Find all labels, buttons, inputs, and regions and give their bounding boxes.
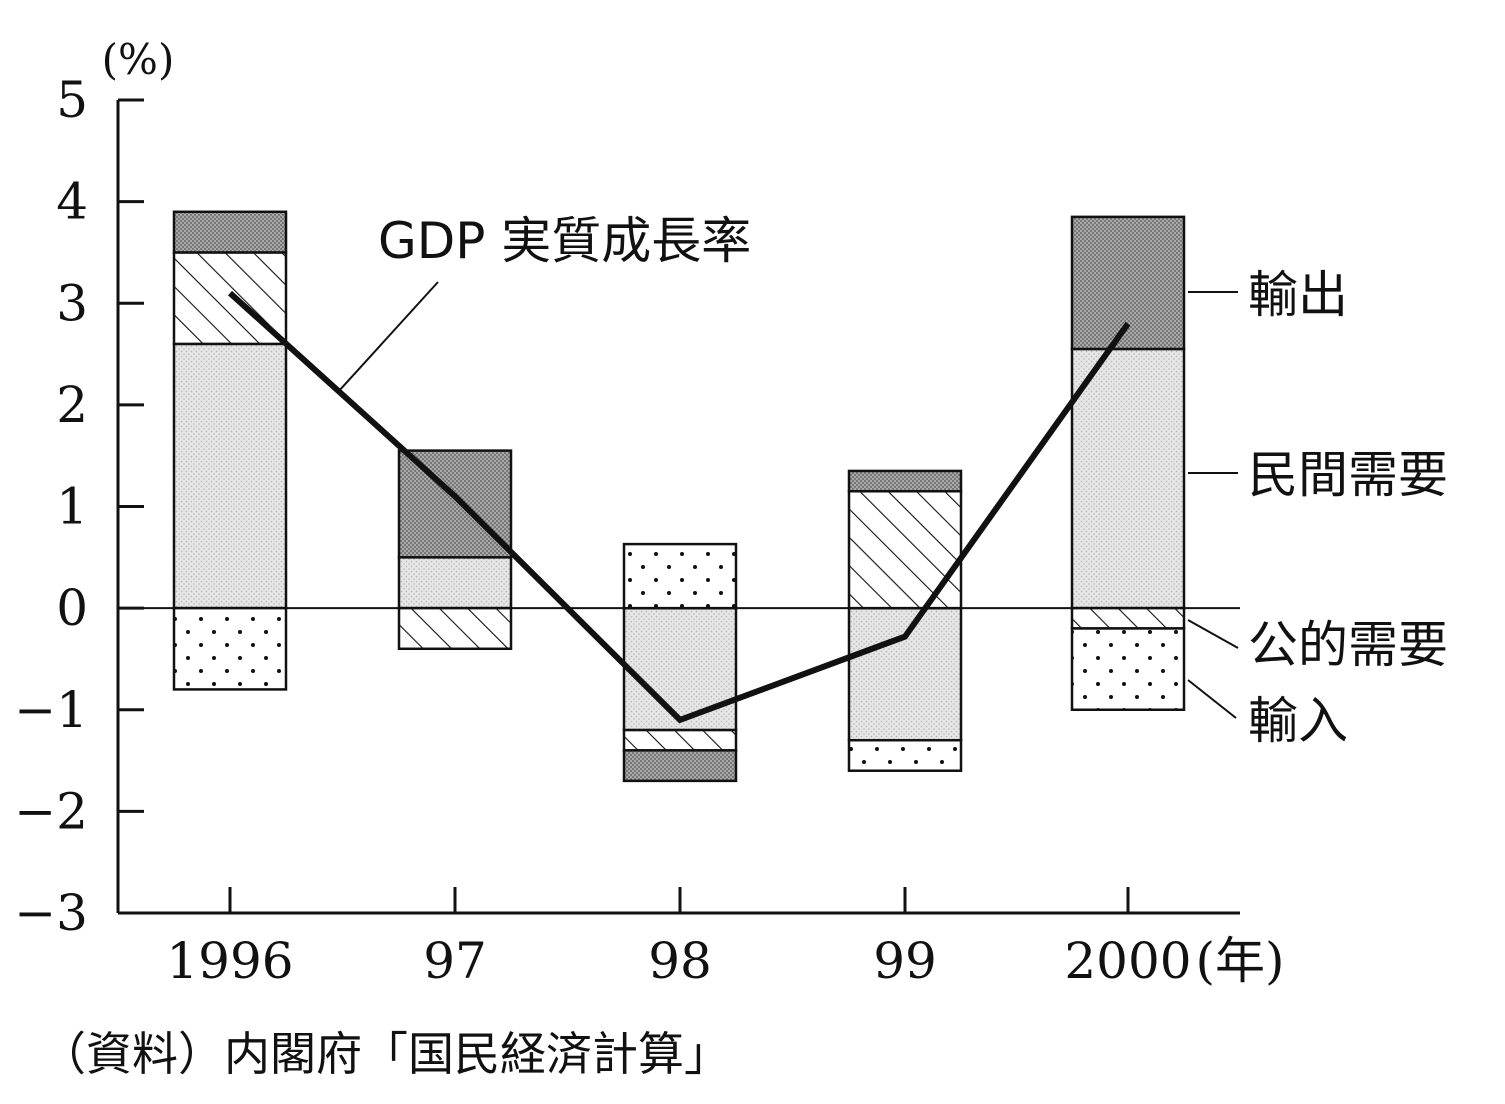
y-unit-label: (%)	[102, 35, 175, 84]
legend-leader	[1187, 679, 1237, 719]
bar-segment-1996-s3	[172, 606, 288, 691]
y-tick-label: −1	[14, 681, 88, 739]
bar-segment-2000-s1	[1070, 606, 1186, 630]
x-tick-label: 2000	[1064, 932, 1191, 990]
bar-segment-99-s1	[847, 490, 963, 610]
source-note: （資料）内閣府「国民経済計算」	[40, 1027, 730, 1081]
y-tick-label: 3	[56, 274, 88, 332]
y-tick-label: 1	[56, 478, 88, 536]
bar-segment-97-s1	[397, 606, 513, 651]
gdp-line-label: GDP 実質成長率	[378, 212, 751, 270]
bar-segment-98-s0	[622, 606, 738, 732]
bar-segment-97-s0	[397, 556, 513, 610]
bar-segment-98-s3	[622, 542, 738, 610]
gdp-growth-line	[227, 290, 1131, 724]
x-tick-label: 97	[423, 932, 487, 990]
bar-segment-98-s1	[622, 728, 738, 752]
y-tick-label: −3	[14, 884, 88, 942]
bar-segment-97-s2	[397, 449, 513, 559]
bar-segment-98-s2	[622, 749, 738, 783]
bar-segment-2000-s0	[1070, 347, 1186, 610]
legend-label: 輸出	[1248, 266, 1348, 324]
bar-segment-99-s2	[847, 469, 963, 493]
y-tick-label: 0	[56, 579, 88, 637]
y-tick-label: 5	[56, 71, 88, 129]
axes-layer: 5 4 3 2 1 0 −1 −2 −3 1996 97 98 99 2000	[14, 71, 1240, 990]
bar-segment-1996-s2	[172, 210, 288, 254]
x-tick-label: 99	[873, 932, 937, 990]
bar-segment-1996-s1	[172, 251, 288, 346]
legend-label: 公的需要	[1248, 616, 1448, 674]
legend-label: 民間需要	[1248, 446, 1448, 504]
bar-segment-99-s0	[847, 606, 963, 742]
legend-leader	[1187, 619, 1239, 649]
legend-label: 輸入	[1248, 692, 1348, 750]
bars-layer	[172, 210, 1186, 783]
y-tick-label: −2	[14, 782, 88, 840]
x-tick-label: 98	[648, 932, 712, 990]
y-tick-label: 4	[56, 173, 88, 231]
x-tick-label: 1996	[166, 932, 293, 990]
y-tick-label: 2	[56, 376, 88, 434]
bar-segment-2000-s3	[1070, 627, 1186, 712]
bar-segment-1996-s0	[172, 342, 288, 610]
x-unit-label: (年)	[1195, 932, 1284, 990]
gdp-line-layer	[227, 290, 1131, 724]
bar-segment-2000-s2	[1070, 215, 1186, 351]
gdp-label-leader	[337, 281, 439, 393]
bar-segment-99-s3	[847, 738, 963, 772]
